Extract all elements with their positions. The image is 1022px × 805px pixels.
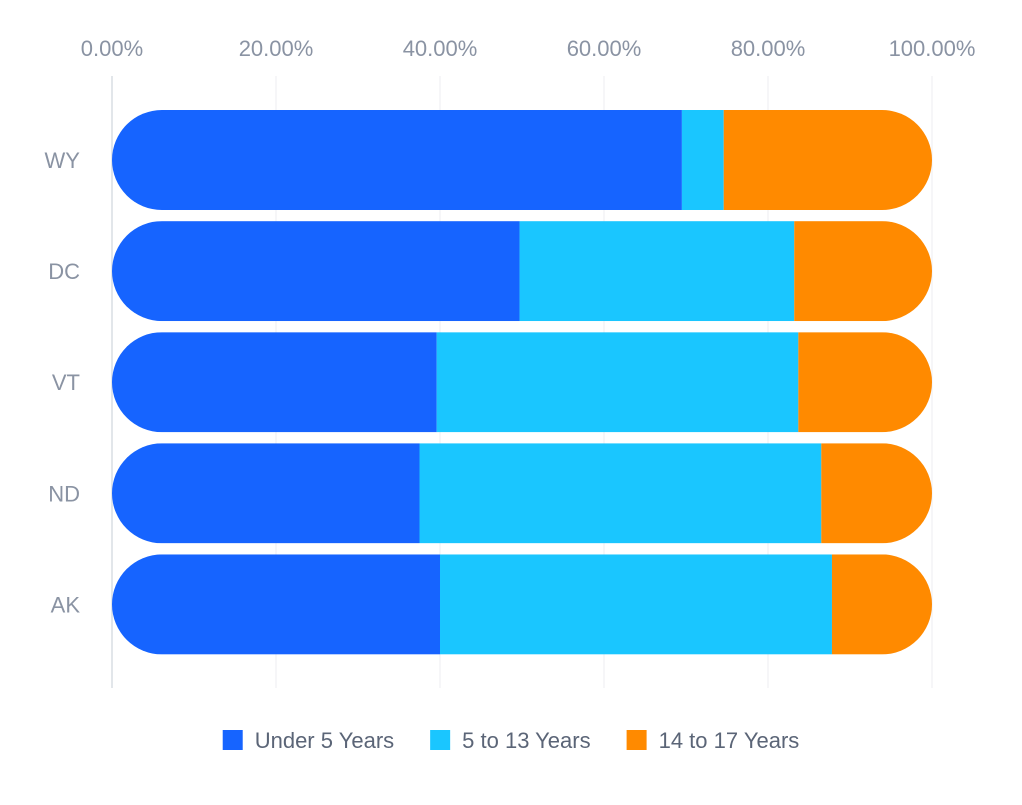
x-tick-label: 80.00% [731, 36, 806, 61]
bar-segment-dc-0[interactable] [112, 221, 520, 322]
bar-segment-nd-2[interactable] [821, 443, 932, 544]
legend-label: Under 5 Years [255, 728, 394, 753]
legend-swatch [626, 730, 647, 750]
y-category-label: AK [51, 592, 81, 617]
x-tick-label: 0.00% [81, 36, 143, 61]
bar-segment-dc-1[interactable] [519, 221, 795, 322]
y-category-label: ND [48, 481, 80, 506]
bar-segment-ak-2[interactable] [831, 554, 932, 655]
bar-group-vt [112, 332, 932, 433]
y-category-label: VT [52, 370, 80, 395]
bar-segment-nd-0[interactable] [112, 443, 420, 544]
y-category-label: WY [45, 148, 81, 173]
bar-group-wy [112, 110, 932, 210]
bar-segment-wy-1[interactable] [681, 110, 724, 210]
bar-segment-ak-0[interactable] [112, 554, 440, 655]
x-axis-ticks: 0.00% 20.00% 40.00% 60.00% 80.00% 100.00% [81, 36, 976, 61]
bar-group-ak [112, 554, 932, 655]
y-axis-categories: WY DC VT ND AK [45, 148, 81, 617]
legend-item[interactable]: Under 5 Years [222, 728, 394, 753]
bars-layer [112, 110, 932, 655]
legend-item[interactable]: 5 to 13 Years [430, 728, 591, 753]
bar-segment-ak-1[interactable] [440, 554, 832, 655]
x-tick-label: 40.00% [403, 36, 478, 61]
legend: Under 5 Years 5 to 13 Years 14 to 17 Years [222, 728, 800, 753]
y-category-label: DC [48, 259, 80, 284]
legend-item[interactable]: 14 to 17 Years [626, 728, 800, 753]
legend-label: 14 to 17 Years [659, 728, 800, 753]
x-tick-label: 60.00% [567, 36, 642, 61]
bar-segment-dc-2[interactable] [794, 221, 932, 322]
x-tick-label: 20.00% [239, 36, 314, 61]
bar-segment-wy-2[interactable] [723, 110, 932, 210]
bar-segment-vt-2[interactable] [798, 332, 932, 433]
bar-segment-vt-0[interactable] [112, 332, 437, 433]
x-tick-label: 100.00% [889, 36, 976, 61]
bar-segment-wy-0[interactable] [112, 110, 682, 210]
bar-segment-nd-1[interactable] [419, 443, 822, 544]
legend-swatch [222, 730, 243, 750]
bar-segment-vt-1[interactable] [436, 332, 799, 433]
bar-group-dc [112, 221, 932, 322]
bar-group-nd [112, 443, 932, 544]
legend-swatch [430, 730, 451, 750]
legend-label: 5 to 13 Years [462, 728, 590, 753]
